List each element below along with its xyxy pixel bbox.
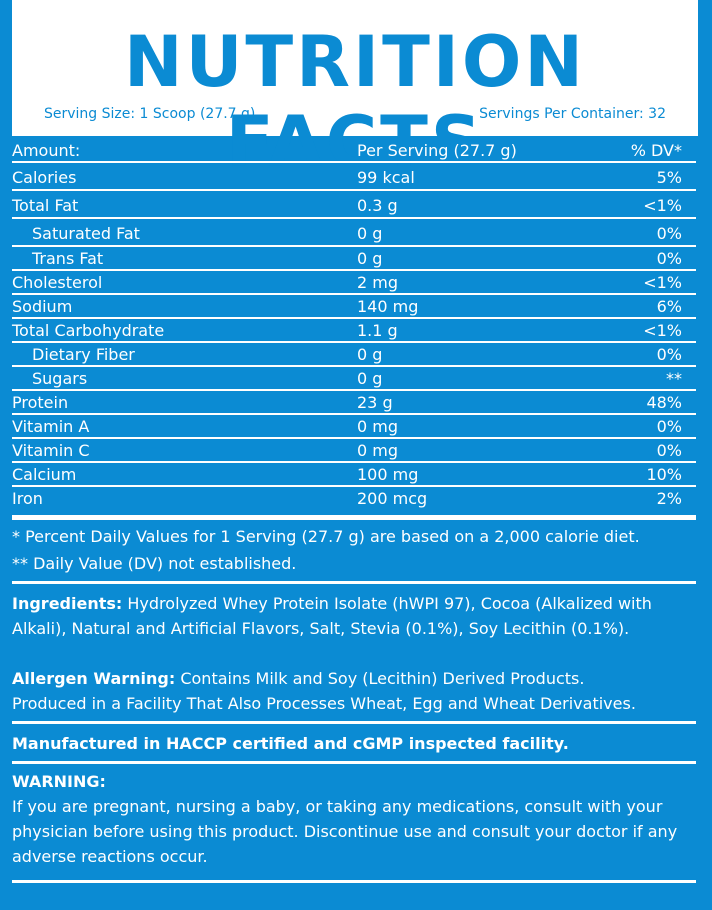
ingredients-text: Hydrolyzed Whey Protein Isolate (hWPI 97…	[12, 594, 652, 638]
nutrient-name: Vitamin A	[12, 417, 90, 436]
amount: 0 g	[357, 249, 383, 268]
nutrient-name: Cholesterol	[12, 273, 103, 292]
divider	[12, 880, 696, 883]
daily-value: 5%	[656, 168, 682, 187]
divider	[12, 761, 696, 764]
nutrient-row: Saturated Fat 0 g 0%	[12, 219, 696, 247]
warning-label: WARNING:	[12, 772, 106, 791]
header: NUTRITION FACTS Serving Size: 1 Scoop (2…	[12, 0, 698, 182]
manufactured: Manufactured in HACCP certified and cGMP…	[12, 731, 700, 756]
allergen-label: Allergen Warning:	[12, 669, 176, 688]
daily-value: 10%	[646, 465, 682, 484]
nutrient-name: Dietary Fiber	[32, 345, 135, 364]
nutrient-name: Protein	[12, 393, 69, 412]
nutrient-name: Total Carbohydrate	[12, 321, 165, 340]
ingredients-label: Ingredients:	[12, 594, 123, 613]
divider	[12, 721, 696, 724]
servings-per-container: Servings Per Container: 32	[479, 106, 666, 122]
amount: 0 g	[357, 345, 383, 364]
daily-value: <1%	[643, 196, 682, 215]
title: NUTRITION FACTS	[123, 21, 586, 183]
divider	[12, 581, 696, 584]
nutrition-table: Amount: Per Serving (27.7 g) % DV* Calor…	[12, 139, 696, 520]
nutrient-row: Sugars 0 g **	[12, 367, 696, 391]
daily-value: <1%	[643, 321, 682, 340]
nutrient-name: Sugars	[32, 369, 88, 388]
column-header: Per Serving (27.7 g)	[357, 141, 517, 160]
amount: 0 mg	[357, 441, 399, 460]
nutrient-row: Sodium 140 mg 6%	[12, 295, 696, 319]
table-header: Amount: Per Serving (27.7 g) % DV*	[12, 139, 696, 163]
nutrient-row: Vitamin A 0 mg 0%	[12, 415, 696, 439]
nutrient-row: Total Carbohydrate 1.1 g <1%	[12, 319, 696, 343]
nutrient-name: Vitamin C	[12, 441, 90, 460]
daily-value: <1%	[643, 273, 682, 292]
nutrient-name: Calcium	[12, 465, 77, 484]
daily-value: 6%	[656, 297, 682, 316]
nutrient-row: Protein 23 g 48%	[12, 391, 696, 415]
nutrient-name: Sodium	[12, 297, 73, 316]
nutrient-name: Trans Fat	[32, 249, 104, 268]
manufactured-text: Manufactured in HACCP certified and cGMP…	[12, 734, 569, 753]
amount: 200 mcg	[357, 489, 428, 508]
serving-size: Serving Size: 1 Scoop (27.7 g)	[44, 106, 256, 122]
ingredients: Ingredients: Hydrolyzed Whey Protein Iso…	[12, 591, 700, 641]
nutrient-name: Iron	[12, 489, 43, 508]
warning-text: If you are pregnant, nursing a baby, or …	[12, 797, 678, 866]
amount: 1.1 g	[357, 321, 398, 340]
footnote: ** Daily Value (DV) not established.	[12, 554, 297, 573]
amount: 0 mg	[357, 417, 399, 436]
daily-value: **	[666, 369, 682, 388]
nutrient-row: Vitamin C 0 mg 0%	[12, 439, 696, 463]
amount: 23 g	[357, 393, 393, 412]
amount: 0 g	[357, 369, 383, 388]
daily-value: 0%	[656, 345, 682, 364]
nutrient-name: Calories	[12, 168, 77, 187]
column-header: % DV*	[630, 141, 682, 160]
allergen-text: Contains Milk and Soy (Lecithin) Derived…	[180, 669, 585, 688]
amount: 0 g	[357, 224, 383, 243]
footnotes: * Percent Daily Values for 1 Serving (27…	[12, 524, 700, 576]
nutrient-name: Saturated Fat	[32, 224, 140, 243]
amount: 99 kcal	[357, 168, 415, 187]
daily-value: 48%	[646, 393, 682, 412]
allergen: Allergen Warning: Contains Milk and Soy …	[12, 666, 700, 716]
daily-value: 0%	[656, 417, 682, 436]
nutrient-row: Cholesterol 2 mg <1%	[12, 271, 696, 295]
column-header: Amount:	[12, 141, 81, 160]
footnote: * Percent Daily Values for 1 Serving (27…	[12, 527, 640, 546]
nutrient-name: Total Fat	[12, 196, 79, 215]
amount: 100 mg	[357, 465, 419, 484]
nutrient-row: Calories 99 kcal 5%	[12, 163, 696, 191]
amount: 0.3 g	[357, 196, 398, 215]
nutrient-row: Dietary Fiber 0 g 0%	[12, 343, 696, 367]
daily-value: 2%	[656, 489, 682, 508]
nutrient-row: Calcium 100 mg 10%	[12, 463, 696, 487]
nutrient-row: Iron 200 mcg 2%	[12, 487, 696, 520]
daily-value: 0%	[656, 249, 682, 268]
nutrient-row: Trans Fat 0 g 0%	[12, 247, 696, 271]
allergen-text: Produced in a Facility That Also Process…	[12, 694, 636, 713]
amount: 2 mg	[357, 273, 399, 292]
nutrient-row: Total Fat 0.3 g <1%	[12, 191, 696, 219]
daily-value: 0%	[656, 441, 682, 460]
warning: WARNING: If you are pregnant, nursing a …	[12, 769, 700, 869]
daily-value: 0%	[656, 224, 682, 243]
amount: 140 mg	[357, 297, 419, 316]
